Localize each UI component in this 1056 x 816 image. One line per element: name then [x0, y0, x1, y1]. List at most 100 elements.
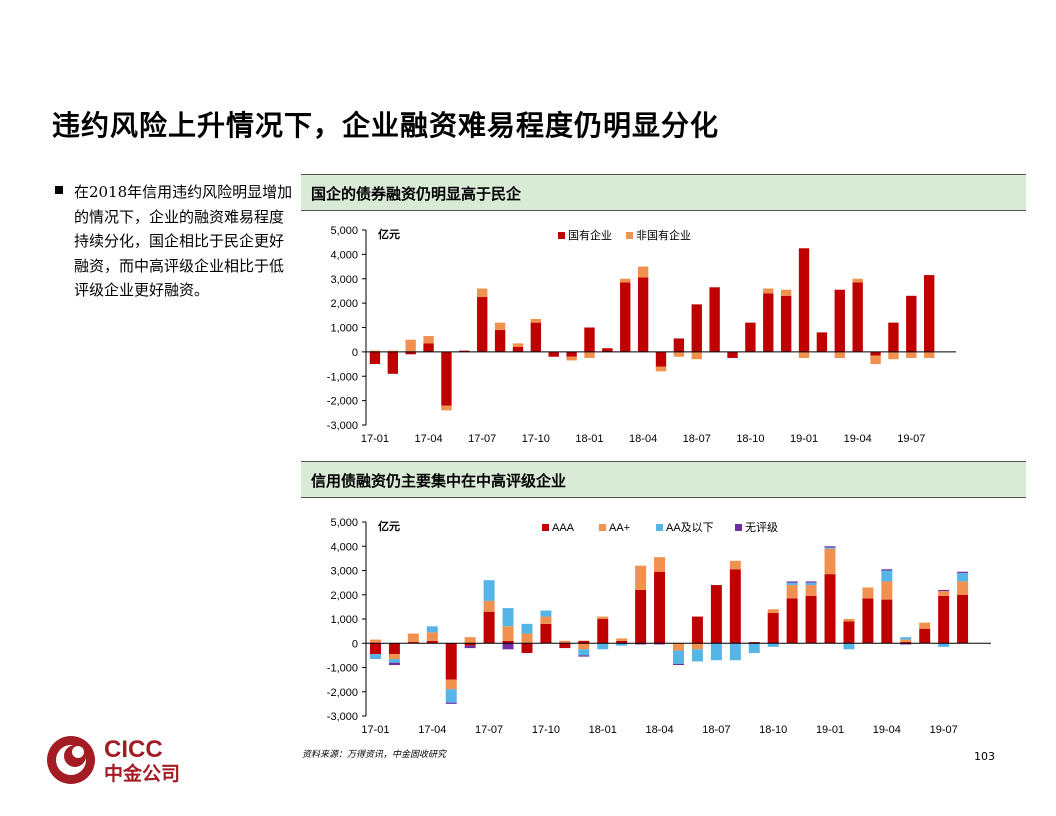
chart1-header: 国企的债券融资仍明显高于民企 [301, 174, 1026, 211]
chart0-bar-19-01-s1 [798, 351, 810, 358]
chart1-bar-17-05-s3 [445, 702, 457, 704]
chart1-bar-17-09-s0 [521, 643, 533, 653]
chart0-bar-19-07-s1 [906, 351, 917, 358]
chart0-y-tick-label: -2,000 [327, 396, 358, 408]
chart0-bar-18-08-s0 [709, 287, 720, 352]
chart1-x-tick-label: 18-10 [759, 724, 787, 736]
chart1-x-tick-label: 17-07 [475, 724, 503, 736]
chart0-bar-18-11-s0 [763, 293, 774, 352]
chart1-bar-19-05-s0 [900, 642, 912, 644]
chart2-header: 信用债融资仍主要集中在中高评级企业 [301, 461, 1026, 498]
slide-title: 违约风险上升情况下，企业融资难易程度仍明显分化 [52, 109, 720, 142]
chart0-bar-18-04-s0 [637, 277, 649, 352]
chart1-bar-17-12-s3 [578, 655, 590, 657]
chart0-bar-18-12-s0 [780, 295, 792, 352]
chart0-bar-17-07-s0 [477, 297, 488, 352]
chart0-bar-17-10-s0 [530, 322, 542, 352]
chart0-bar-17-09-s1 [512, 343, 524, 347]
chart1-bar-18-11-s3 [786, 581, 798, 583]
chart0-bar-18-11-s1 [763, 288, 774, 294]
chart1-bar-17-01-s2 [369, 654, 381, 660]
chart0-y-tick-label: 4,000 [330, 249, 358, 261]
chart0-y-tick-label: 5,000 [330, 225, 358, 237]
chart1-bar-17-04-s0 [426, 640, 438, 644]
chart1-x-tick-label: 19-04 [873, 724, 901, 736]
chart0-bar-18-12-s1 [780, 289, 792, 296]
chart1-bar-18-05-s3 [673, 663, 684, 666]
chart1-bar-17-07-s2 [483, 580, 495, 601]
chart1-x-tick-label: 19-07 [930, 724, 958, 736]
chart0-x-tick-label: 17-07 [468, 433, 496, 445]
chart1-x-tick-label: 18-04 [645, 724, 673, 736]
chart0-bar-17-12-s0 [566, 351, 577, 357]
chart1-bar-19-04-s1 [881, 581, 893, 600]
chart0-bar-19-04-s0 [852, 282, 863, 352]
chart1-bar-17-08-s3 [502, 643, 514, 650]
chart1-bar-19-04-s3 [881, 569, 893, 571]
chart0-y-tick-label: -1,000 [327, 371, 358, 383]
chart1-bar-17-06-s1 [464, 637, 476, 644]
chart0-bar-17-02-s0 [387, 351, 399, 374]
chart1-soe-vs-private: 5,000 4,000 3,000 2,000 1,000 0 -1,000 -2,000 -3… [327, 225, 956, 445]
chart1-bar-19-03-s1 [862, 587, 874, 599]
chart1-bar-17-05-s2 [445, 689, 457, 703]
chart1-bar-19-07-s3 [938, 589, 950, 592]
chart0-bar-19-05-s0 [870, 351, 881, 356]
chart0-bar-18-10-s0 [745, 322, 756, 352]
chart1-bar-18-10-s2 [767, 643, 779, 647]
chart0-bar-17-03-s1 [405, 339, 416, 352]
chart0-bar-18-05-s1 [655, 366, 667, 372]
chart0-x-tick-label: 18-07 [683, 433, 711, 445]
chart1-bar-17-04-s1 [426, 632, 438, 641]
chart1-bar-19-08-s3 [957, 571, 969, 573]
chart1-bar-17-12-s2 [578, 649, 590, 656]
chart1-bar-17-08-s1 [502, 626, 514, 641]
chart1-bar-17-03-s1 [407, 633, 419, 643]
chart0-bar-17-02-s1 [387, 350, 399, 352]
chart0-bar-17-04-s1 [423, 336, 434, 344]
chart0-bar-18-06-s0 [673, 338, 685, 352]
chart1-bar-19-07-s2 [938, 643, 950, 647]
chart1-bar-17-12-s1 [578, 643, 590, 650]
chart1-bar-19-01-s3 [824, 546, 836, 548]
chart1-bar-18-01-s2 [597, 643, 609, 650]
chart1-bar-18-08-s2 [729, 643, 741, 661]
chart1-y-tick-label: -2,000 [327, 687, 358, 699]
chart1-bar-17-12-s0 [578, 640, 590, 644]
chart0-bar-18-07-s1 [691, 351, 702, 360]
chart1-bar-17-02-s3 [388, 662, 400, 666]
chart0-bar-17-05-s1 [441, 405, 452, 411]
chart1-bar-18-03-s3 [635, 643, 647, 645]
chart1-bar-18-09-s0 [748, 642, 760, 644]
page-number: 103 [974, 750, 995, 763]
chart0-bar-18-07-s0 [691, 304, 702, 352]
chart1-bar-17-03-s0 [407, 642, 419, 644]
chart1-bar-18-11-s0 [786, 598, 798, 644]
chart1-bar-17-02-s0 [388, 643, 400, 655]
chart1-bar-17-10-s0 [540, 623, 552, 644]
chart1-legend-swatch-0 [542, 524, 549, 531]
chart1-y-tick-label: 0 [352, 638, 358, 650]
chart0-bar-19-01-s0 [798, 248, 810, 352]
chart1-bar-17-07-s1 [483, 600, 495, 612]
chart0-bar-19-03-s1 [834, 351, 845, 358]
chart0-bar-17-12-s1 [566, 356, 577, 361]
chart0-bar-18-02-s0 [602, 348, 613, 352]
chart0-y-tick-label: 1,000 [330, 323, 358, 335]
chart1-legend-swatch-2 [656, 524, 663, 531]
chart1-bar-19-01-s2 [824, 547, 836, 549]
chart1-bar-19-06-s0 [919, 628, 931, 644]
chart0-y-tick-label: 3,000 [330, 274, 358, 286]
chart0-bar-17-01-s1 [369, 350, 381, 352]
logo-mark [47, 736, 95, 784]
chart0-bar-17-11-s0 [548, 351, 559, 357]
chart1-bar-19-05-s2 [900, 637, 912, 640]
chart0-legend-label-1: 非国有企业 [636, 228, 691, 242]
chart0-x-tick-label: 17-01 [361, 433, 389, 445]
chart1-bar-19-04-s0 [881, 599, 893, 644]
chart0-bar-17-09-s0 [512, 347, 524, 352]
chart0-x-tick-label: 18-04 [629, 433, 657, 445]
chart0-x-tick-label: 19-01 [790, 433, 818, 445]
chart1-bar-18-08-s1 [729, 560, 741, 570]
chart1-legend-label-1: AA+ [609, 522, 630, 534]
